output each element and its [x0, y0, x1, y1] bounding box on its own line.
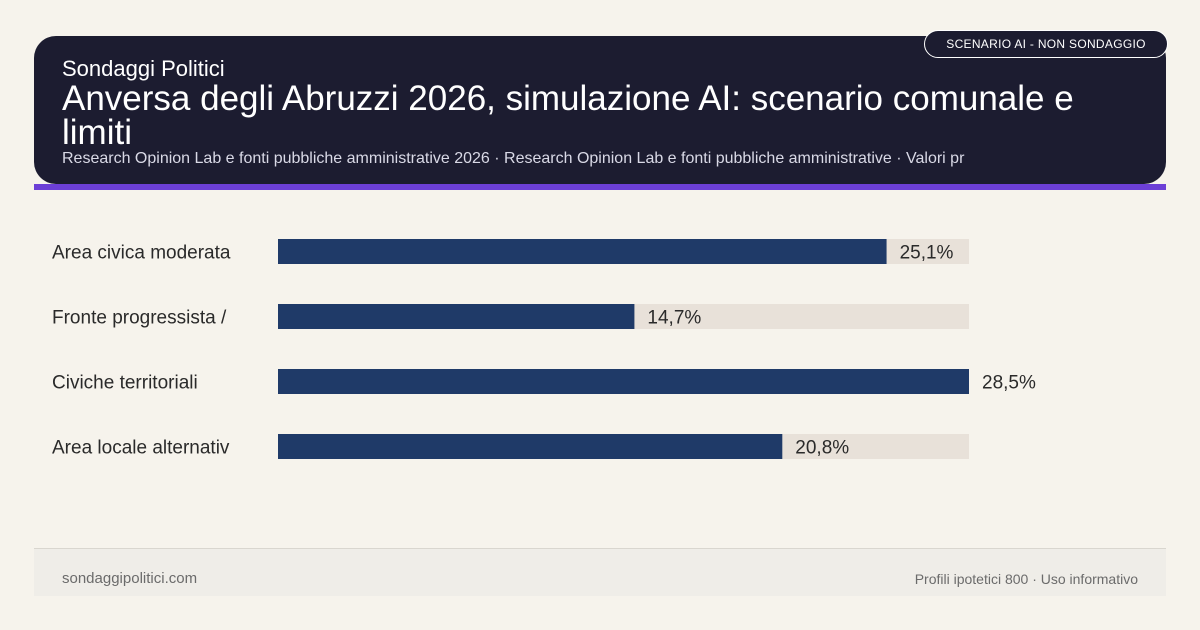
bar	[278, 239, 887, 264]
brand-name: Sondaggi Politici	[62, 56, 225, 81]
scenario-badge: SCENARIO AI - NON SONDAGGIO	[924, 30, 1168, 58]
value-label: 25,1%	[900, 243, 954, 264]
header-accent-bar	[34, 184, 1166, 190]
page-subtitle: Research Opinion Lab e fonti pubbliche a…	[62, 150, 965, 167]
bar	[278, 434, 783, 459]
bar	[278, 369, 969, 394]
bar	[278, 304, 635, 329]
page-title: Anversa degli Abruzzi 2026, simulazione …	[62, 79, 1074, 152]
category-label: Fronte progressista /	[52, 308, 227, 329]
category-label: Civiche territoriali	[52, 373, 198, 394]
value-label: 14,7%	[647, 308, 701, 329]
value-label: 28,5%	[982, 373, 1036, 394]
footer-site[interactable]: sondaggipolitici.com	[62, 570, 198, 587]
category-label: Area civica moderata	[52, 243, 231, 264]
header-panel: Sondaggi Politici Anversa degli Abruzzi …	[34, 36, 1166, 184]
value-label: 20,8%	[795, 438, 849, 459]
footer-note: Profili ipotetici 800 · Uso informativo	[914, 571, 1138, 587]
category-label: Area locale alternativ	[52, 438, 230, 459]
footer: sondaggipolitici.com Profili ipotetici 8…	[34, 548, 1166, 596]
